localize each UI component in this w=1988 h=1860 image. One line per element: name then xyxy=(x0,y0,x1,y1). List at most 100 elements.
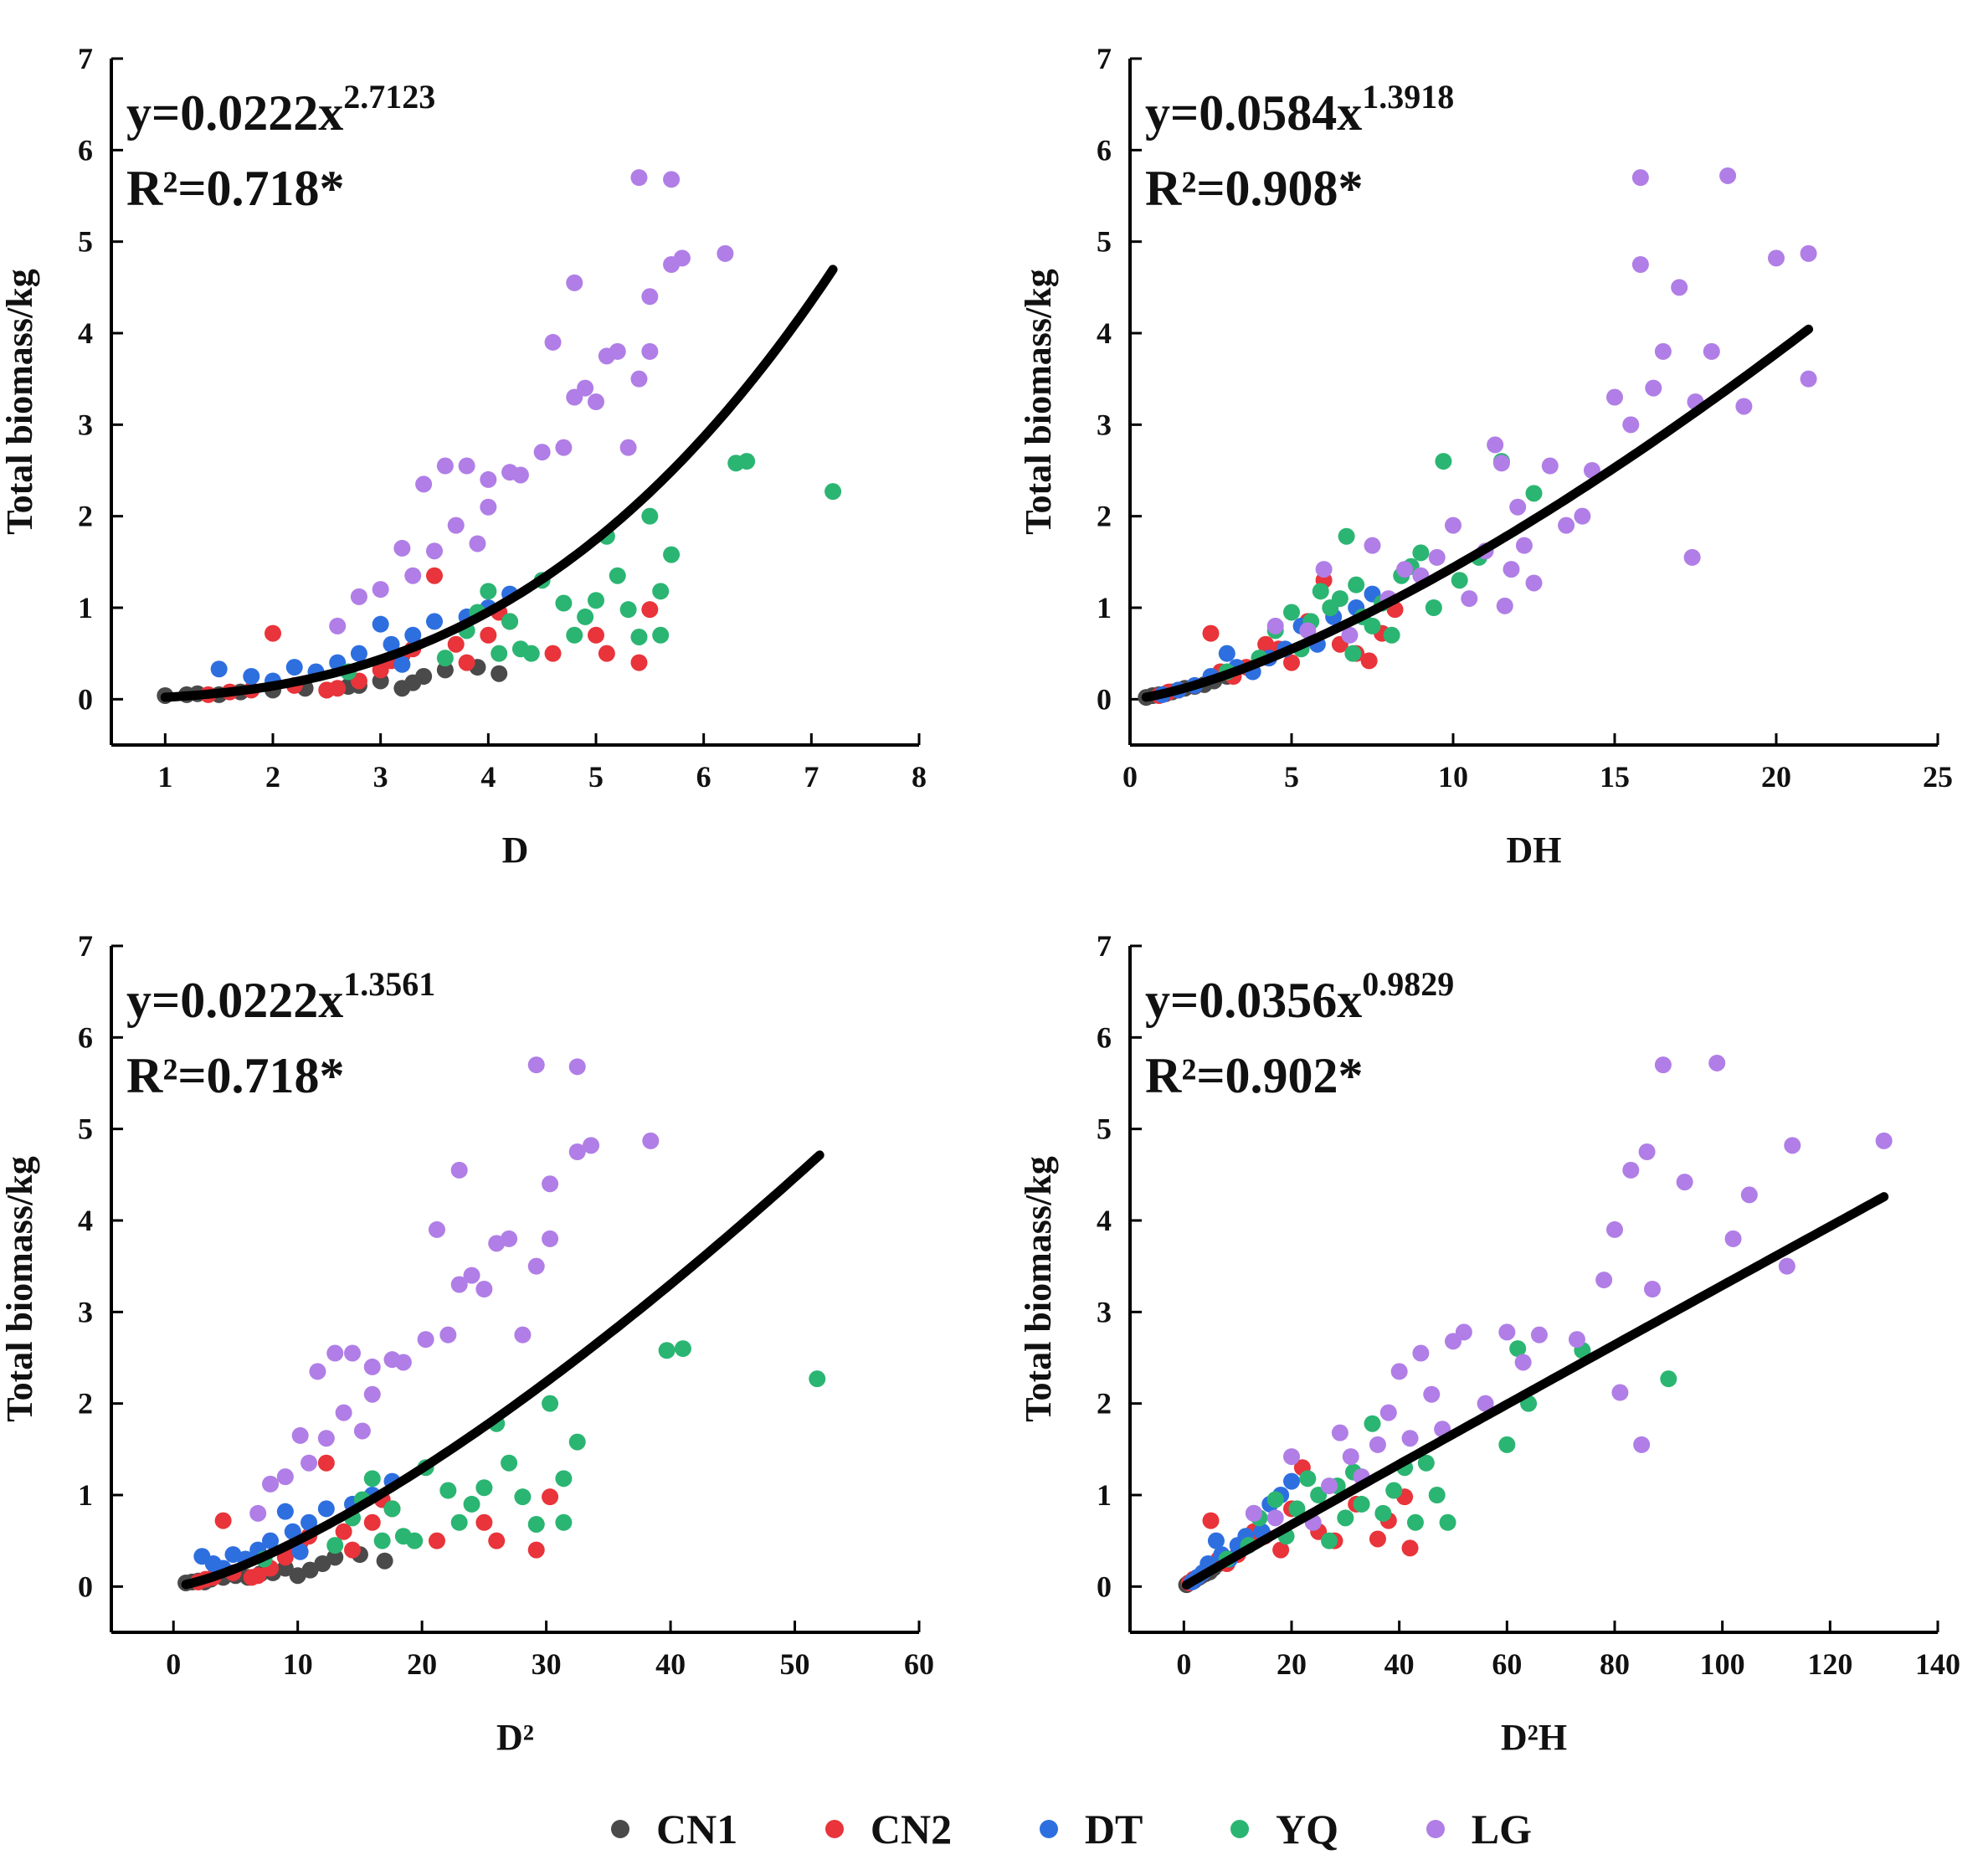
data-point xyxy=(1487,436,1504,454)
data-point xyxy=(527,1056,545,1074)
data-point xyxy=(417,1331,434,1349)
y-tick-label: 4 xyxy=(1097,1204,1112,1237)
data-point xyxy=(329,680,347,697)
data-point xyxy=(450,1161,468,1179)
data-point xyxy=(291,1543,309,1560)
data-point xyxy=(1530,1326,1548,1344)
data-point xyxy=(1683,548,1701,566)
data-point xyxy=(1735,398,1753,415)
data-point xyxy=(1383,626,1400,644)
y-tick-label: 7 xyxy=(78,929,93,963)
data-point xyxy=(1353,1495,1370,1513)
data-point xyxy=(1631,256,1649,273)
data-point xyxy=(1428,548,1446,566)
data-point xyxy=(317,1454,335,1472)
data-point xyxy=(1283,654,1300,671)
data-point xyxy=(658,1342,676,1359)
data-point xyxy=(1406,1513,1424,1531)
data-point xyxy=(642,1132,660,1149)
data-point xyxy=(527,1541,545,1559)
equation-text: y=0.0222x2.7123 xyxy=(126,78,435,141)
data-point xyxy=(1477,1395,1494,1412)
data-point xyxy=(641,601,659,619)
data-point xyxy=(350,645,367,662)
data-point xyxy=(544,645,562,662)
data-point xyxy=(1385,1482,1403,1499)
data-point xyxy=(1321,1477,1338,1495)
data-point xyxy=(291,1426,309,1444)
data-point xyxy=(1439,1513,1456,1531)
data-point xyxy=(463,1495,480,1513)
data-point xyxy=(439,1482,457,1499)
data-point xyxy=(428,1532,445,1549)
data-point xyxy=(439,1326,457,1344)
data-point xyxy=(1768,249,1785,267)
data-point xyxy=(1800,370,1817,388)
equation-exponent: 0.9829 xyxy=(1362,965,1454,1003)
data-point xyxy=(301,1513,318,1531)
legend-item-lg: LG xyxy=(1426,1805,1532,1853)
data-point xyxy=(1364,537,1381,554)
data-point xyxy=(1412,544,1430,562)
y-tick-label: 6 xyxy=(78,1020,93,1054)
data-point xyxy=(1312,583,1329,600)
data-point xyxy=(265,624,281,642)
data-point xyxy=(1671,279,1688,296)
data-point xyxy=(1638,1143,1656,1160)
data-point xyxy=(1606,388,1623,406)
data-point xyxy=(542,1395,559,1412)
data-point xyxy=(555,439,573,456)
data-point xyxy=(1611,1384,1629,1401)
data-point xyxy=(1245,1504,1262,1522)
data-point xyxy=(1644,1281,1662,1297)
data-point xyxy=(1299,622,1317,640)
data-point xyxy=(458,457,475,475)
legend-marker-cn1 xyxy=(611,1820,629,1838)
y-tick-label: 1 xyxy=(1097,591,1112,624)
data-point xyxy=(1445,516,1461,534)
x-tick-label: 7 xyxy=(804,760,819,794)
data-point xyxy=(630,628,648,645)
data-point xyxy=(542,1175,559,1193)
x-tick-label: 5 xyxy=(588,760,604,794)
equation-base: y=0.0222x xyxy=(126,85,343,141)
data-point xyxy=(1337,1509,1354,1527)
y-tick-label: 5 xyxy=(78,225,93,259)
data-point xyxy=(344,1541,362,1559)
data-point xyxy=(1498,1323,1516,1341)
data-point xyxy=(314,1555,331,1572)
legend-marker-cn2 xyxy=(824,1820,844,1838)
data-point xyxy=(630,370,648,388)
x-tick-label: 60 xyxy=(904,1647,934,1681)
data-point xyxy=(1875,1132,1893,1149)
data-point xyxy=(491,665,508,682)
data-point xyxy=(1390,1363,1408,1380)
data-point xyxy=(1708,1054,1726,1071)
data-point xyxy=(1202,1512,1220,1529)
data-point xyxy=(1654,342,1672,360)
data-point xyxy=(1338,527,1355,545)
data-point xyxy=(577,379,594,397)
data-point xyxy=(717,244,734,262)
data-point xyxy=(350,588,367,605)
y-axis-label: Total biomass/kg xyxy=(1018,269,1059,534)
data-point xyxy=(542,1488,559,1506)
x-tick-label: 40 xyxy=(655,1647,686,1681)
data-point xyxy=(588,626,604,644)
data-point xyxy=(511,466,529,484)
data-point xyxy=(1703,342,1720,360)
x-tick-label: 10 xyxy=(283,1647,313,1681)
series-lg xyxy=(329,169,734,635)
data-point xyxy=(1272,1541,1290,1559)
x-tick-label: 50 xyxy=(780,1647,810,1681)
data-point xyxy=(1492,455,1510,472)
equation-text: y=0.0356x0.9829 xyxy=(1145,965,1454,1028)
data-point xyxy=(501,1230,518,1247)
data-point xyxy=(588,592,604,609)
data-point xyxy=(1283,604,1300,621)
data-point xyxy=(1622,416,1640,434)
x-tick-label: 120 xyxy=(1807,1647,1852,1681)
data-point xyxy=(1541,457,1559,475)
y-tick-label: 5 xyxy=(1097,225,1112,259)
